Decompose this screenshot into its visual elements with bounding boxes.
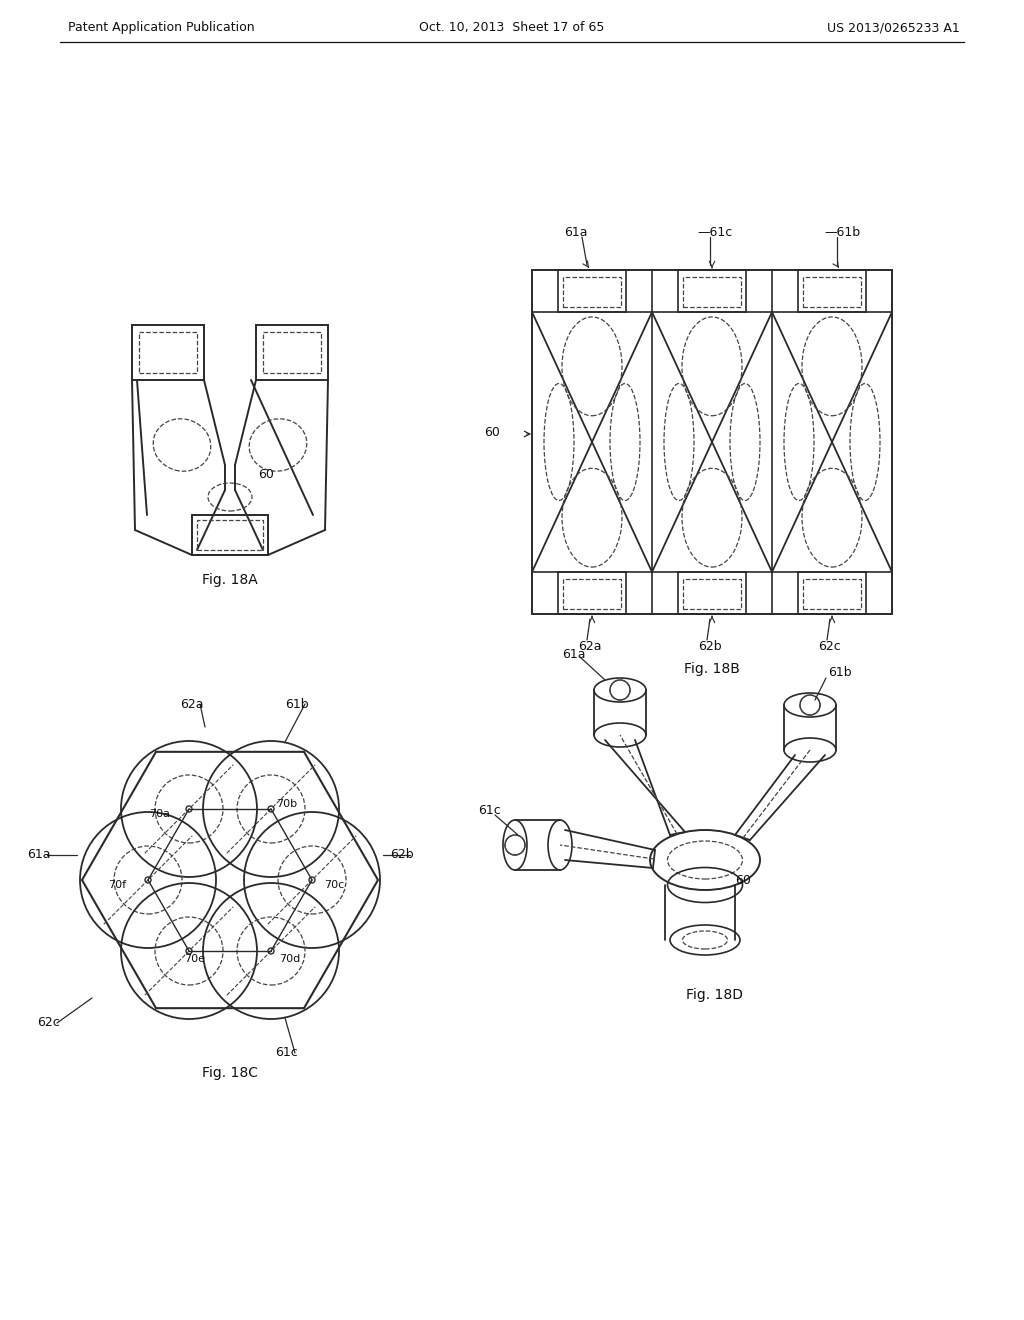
Bar	[532, 271, 892, 614]
Text: 70a: 70a	[150, 809, 170, 818]
Text: 62a: 62a	[180, 697, 204, 710]
Text: 70c: 70c	[324, 880, 344, 890]
Circle shape	[268, 807, 274, 812]
Bar	[563, 579, 621, 609]
Bar	[193, 515, 268, 554]
Bar	[804, 277, 860, 308]
Bar	[683, 579, 740, 609]
Text: 61b: 61b	[828, 665, 852, 678]
Bar	[139, 333, 197, 374]
Text: 61c: 61c	[275, 1047, 298, 1060]
Text: 61c: 61c	[478, 804, 501, 817]
Circle shape	[145, 876, 151, 883]
Circle shape	[309, 876, 315, 883]
Text: 60: 60	[258, 469, 273, 482]
Circle shape	[186, 948, 191, 954]
Bar	[563, 277, 621, 308]
Text: Fig. 18A: Fig. 18A	[202, 573, 258, 587]
Text: Patent Application Publication: Patent Application Publication	[68, 21, 255, 34]
Text: 61a: 61a	[27, 849, 50, 862]
Text: 70b: 70b	[276, 799, 297, 809]
Bar	[197, 520, 263, 550]
Bar	[558, 572, 626, 614]
Text: Oct. 10, 2013  Sheet 17 of 65: Oct. 10, 2013 Sheet 17 of 65	[419, 21, 605, 34]
Bar	[804, 579, 860, 609]
Circle shape	[186, 807, 193, 812]
Text: Fig. 18C: Fig. 18C	[202, 1067, 258, 1080]
Bar	[678, 572, 745, 614]
Text: Fig. 18D: Fig. 18D	[686, 987, 743, 1002]
Bar	[263, 333, 321, 374]
Text: 62c: 62c	[37, 1016, 59, 1030]
Text: 60: 60	[484, 425, 500, 438]
Text: 61a: 61a	[562, 648, 586, 661]
Bar	[256, 325, 328, 380]
Text: 61a: 61a	[564, 226, 588, 239]
Text: 62b: 62b	[698, 639, 722, 652]
Bar	[132, 325, 204, 380]
Text: 62a: 62a	[578, 639, 601, 652]
Text: —61c: —61c	[697, 226, 732, 239]
Bar	[683, 277, 740, 308]
Bar	[558, 271, 626, 312]
Text: 70f: 70f	[108, 880, 126, 890]
Text: US 2013/0265233 A1: US 2013/0265233 A1	[827, 21, 961, 34]
Text: 62b: 62b	[390, 849, 414, 862]
Bar	[678, 271, 745, 312]
Text: 70d: 70d	[279, 954, 300, 964]
Text: 61b: 61b	[285, 697, 308, 710]
Circle shape	[268, 948, 274, 954]
Text: 62c: 62c	[818, 639, 841, 652]
Bar	[799, 572, 865, 614]
Text: 70e: 70e	[184, 954, 205, 964]
Text: —61b: —61b	[824, 226, 860, 239]
Text: Fig. 18B: Fig. 18B	[684, 663, 740, 676]
Bar	[799, 271, 865, 312]
Text: 60: 60	[735, 874, 751, 887]
